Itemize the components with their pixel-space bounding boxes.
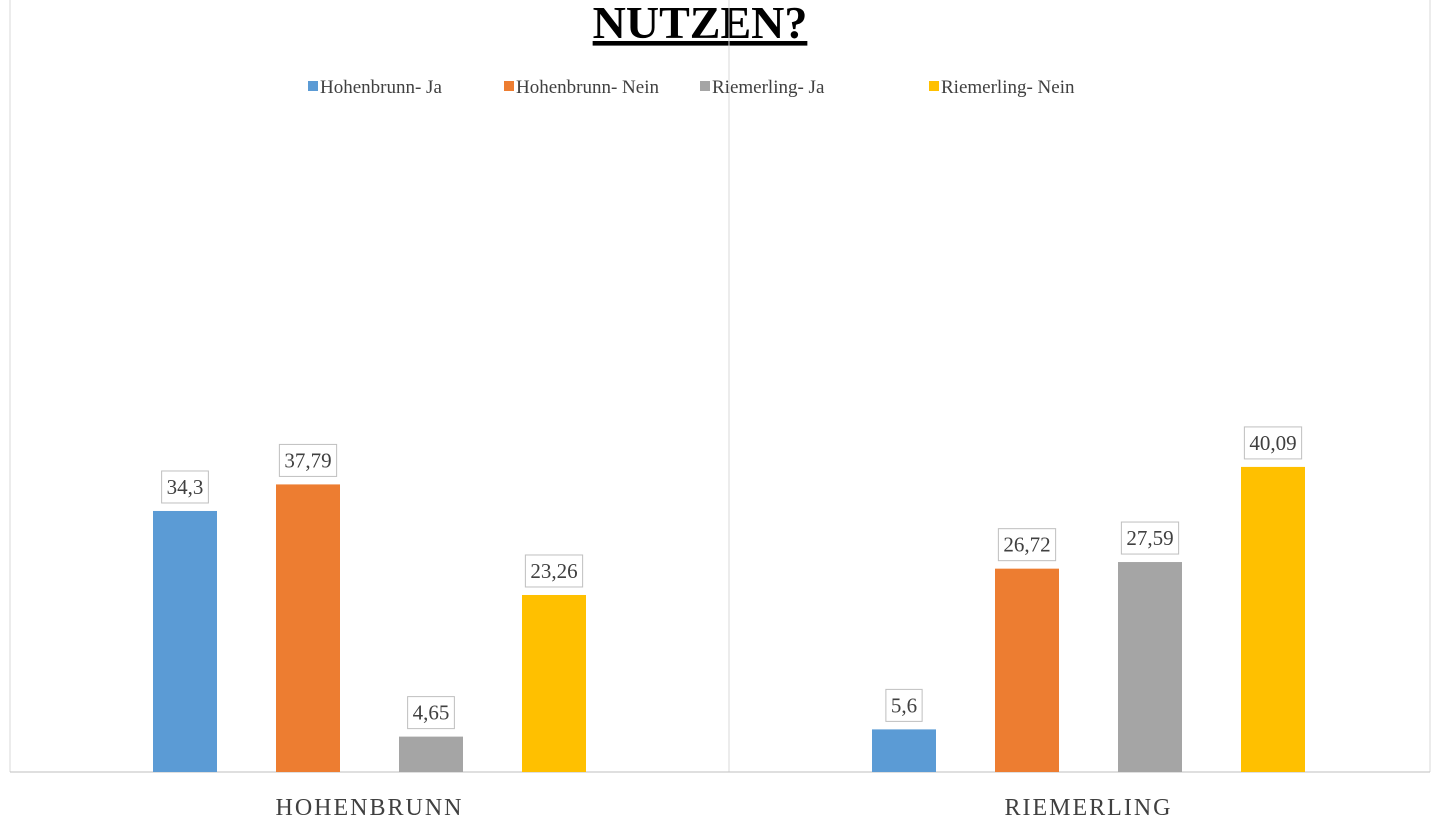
bar	[872, 729, 936, 772]
data-label: 5,6	[891, 693, 917, 717]
data-label: 27,59	[1126, 526, 1173, 550]
data-label: 23,26	[530, 559, 577, 583]
legend-label: Hohenbrunn- Nein	[516, 77, 659, 98]
chart-title: NUTZEN?	[593, 0, 808, 48]
data-label-box	[1120, 521, 1180, 555]
data-label-box	[524, 554, 584, 588]
bar	[1241, 466, 1305, 772]
legend-swatch	[700, 81, 710, 91]
x-tick-label: RIEMERLING	[1005, 795, 1173, 819]
data-label-box	[885, 688, 923, 722]
legend-label: Hohenbrunn- Ja	[320, 77, 442, 98]
x-tick-label: HOHENBRUNN	[276, 795, 464, 819]
legend-label: Riemerling- Nein	[941, 77, 1075, 98]
data-label: 40,09	[1249, 431, 1296, 455]
data-label-box	[161, 470, 209, 504]
data-label: 4,65	[413, 701, 450, 725]
data-label: 37,79	[284, 448, 331, 472]
bar	[153, 510, 217, 772]
data-label-box	[278, 443, 338, 477]
data-label-box	[407, 696, 455, 730]
data-label-box	[1243, 426, 1303, 460]
data-label: 34,3	[167, 475, 204, 499]
data-label: 26,72	[1003, 533, 1050, 557]
bar	[399, 736, 463, 772]
legend-label: Riemerling- Ja	[712, 77, 825, 98]
legend-swatch	[504, 81, 514, 91]
bar	[995, 568, 1059, 772]
bar	[276, 484, 340, 772]
bar	[522, 594, 586, 772]
data-label-box	[997, 528, 1057, 562]
legend-swatch	[308, 81, 318, 91]
bar	[1118, 562, 1182, 772]
legend-swatch	[929, 81, 939, 91]
